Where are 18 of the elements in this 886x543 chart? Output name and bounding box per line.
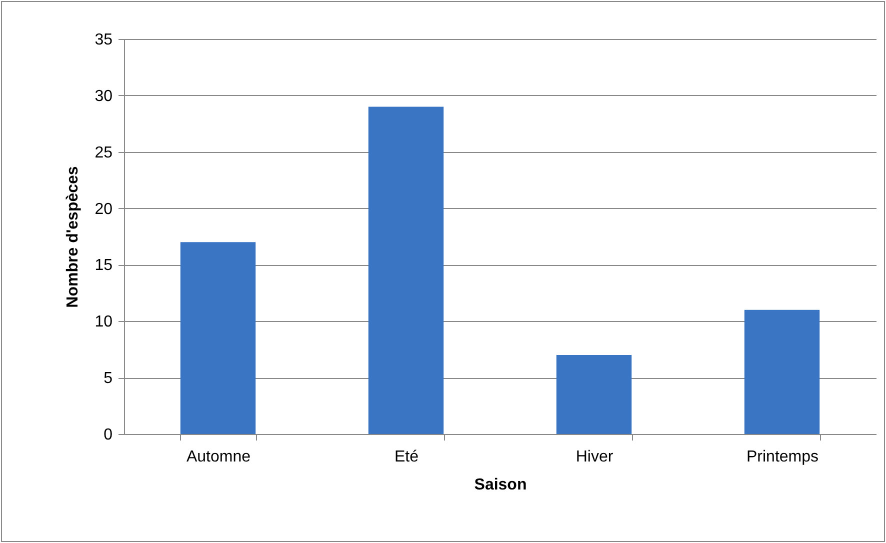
x-tick-label: Hiver [576,448,614,466]
y-tick-label: 0 [104,426,113,444]
y-tick-label: 20 [94,200,113,218]
bar [368,106,444,434]
y-tick-label: 15 [94,257,113,274]
bar [180,242,256,434]
y-tick-label: 30 [94,88,113,105]
y-tick-label: 10 [94,314,113,331]
x-tick-label: Automne [186,448,251,466]
y-axis-title: Nombre d'espèces [64,166,82,308]
x-tick-label: Printemps [746,448,819,466]
x-tick-label: Eté [394,448,419,466]
x-axis-title: Saison [474,476,527,494]
bar [744,310,820,434]
bar [556,355,632,434]
y-tick-label: 5 [104,370,113,388]
y-tick-label: 35 [94,32,113,48]
y-tick-label: 25 [94,144,113,162]
